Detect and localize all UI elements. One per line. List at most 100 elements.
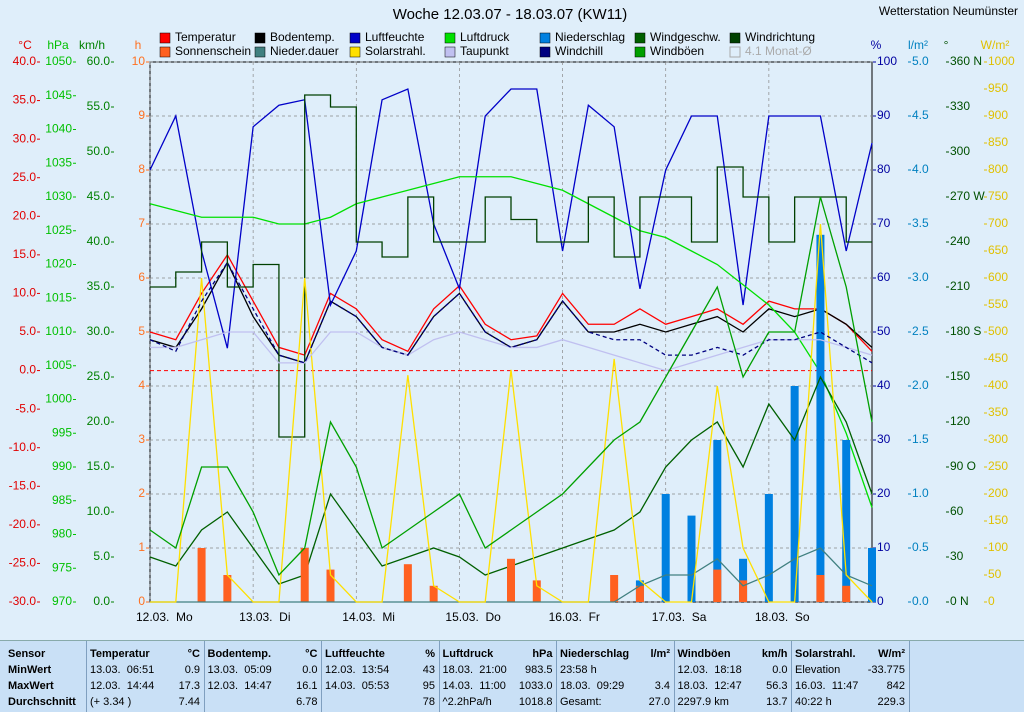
y-tick-label: 100 (877, 54, 897, 68)
table-cell: 12.03. 18:18 (677, 664, 742, 676)
y-tick-label: 0.0 (93, 594, 110, 608)
y-tick-label: 700 (988, 216, 1008, 230)
y-tick-label: -10.0 (9, 440, 37, 454)
y-tick-label: 985 (52, 493, 72, 507)
table-cell: °C (305, 648, 318, 660)
table-cell: Durchschnitt (8, 696, 76, 708)
legend-label: Windböen (650, 44, 704, 58)
y-tick-label: 1035 (45, 155, 72, 169)
y-tick-label: 3.0 (912, 270, 929, 284)
table-cell: 12.03. 13:54 (325, 664, 390, 676)
y-tick-label: 1010 (45, 324, 72, 338)
legend-swatch (444, 46, 456, 58)
stats-table: Sensor MinWert MaxWert Durchschnitt Temperat… (0, 640, 1024, 712)
table-cell: 13.03. 05:09 (207, 664, 272, 676)
y-tick-label: 0 (988, 594, 995, 608)
series-line (150, 223, 873, 603)
legend-label: Windchill (555, 44, 603, 58)
y-tick-label: 4.5 (912, 108, 929, 122)
y-tick-label: 1040 (45, 122, 72, 136)
bar (197, 548, 206, 602)
table-cell: 3.4 (654, 680, 670, 692)
y-tick-label: 55.0 (87, 99, 111, 113)
y-tick-label: -30.0 (9, 594, 37, 608)
y-tick-label: 9 (138, 108, 145, 122)
y-tick-label: 60.0 (87, 54, 111, 68)
y-tick-label: 50 (988, 567, 1002, 581)
bar (713, 569, 722, 602)
y-tick-label: 270 W (950, 189, 985, 203)
bar (816, 234, 825, 603)
x-tick-label: 13.03. Di (239, 610, 290, 624)
y-tick-label: 0 (877, 594, 884, 608)
y-tick-label: 5.0 (912, 54, 929, 68)
y-tick-label: 120 (950, 414, 970, 428)
table-cell: W/m² (878, 648, 905, 660)
legend-swatch (634, 46, 646, 58)
y-tick-label: 5.0 (19, 324, 36, 338)
y-tick-label: 40 (877, 378, 891, 392)
bar (868, 548, 876, 602)
y-tick-label: 200 (988, 486, 1008, 500)
y-tick-label: 350 (988, 405, 1008, 419)
table-cell: 1018.8 (518, 696, 553, 708)
legend-label: Luftfeuchte (365, 30, 425, 44)
y-tick-label: 2.0 (912, 378, 929, 392)
legend-label: Nieder.dauer (270, 44, 339, 58)
bar (326, 569, 335, 602)
table-cell: Gesamt: (560, 696, 602, 708)
legend-swatch (254, 32, 266, 44)
table-cell: 0.9 (184, 664, 200, 676)
y-tick-label: 70 (877, 216, 891, 230)
table-cell: 983.5 (524, 664, 553, 676)
column-separator (791, 641, 792, 712)
series-line (149, 176, 873, 508)
table-cell: 16.03. 11:47 (795, 680, 859, 692)
bar (687, 515, 696, 602)
table-cell: 14.03. 05:53 (325, 680, 390, 692)
series-line (150, 94, 872, 438)
y-tick-label: 20.0 (13, 208, 37, 222)
legend-label: Niederschlag (555, 30, 625, 44)
y-tick-label: 35.0 (87, 279, 111, 293)
legend-swatch (539, 32, 551, 44)
y-tick-label: 1015 (45, 290, 72, 304)
column-separator (908, 641, 910, 712)
legend-label: 4.1 Monat-Ø (745, 44, 812, 58)
table-cell: (+ 3.34 ) (90, 696, 132, 708)
legend-swatch (159, 46, 171, 58)
y-tick-label: 1.5 (912, 432, 929, 446)
table-cell: 18.03. 12:47 (677, 680, 742, 692)
y-tick-label: 5 (138, 324, 145, 338)
bar (610, 575, 619, 602)
table-cell: Temperatur (90, 648, 150, 660)
y-tick-label: 80 (877, 162, 891, 176)
column-separator (321, 641, 322, 712)
series-line (149, 253, 873, 356)
table-cell: MaxWert (8, 680, 54, 692)
bar (635, 585, 644, 602)
legend-label: Windrichtung (745, 30, 815, 44)
y-tick-label: 2.5 (912, 324, 929, 338)
y-tick-label: 1025 (45, 223, 72, 237)
column-separator (673, 641, 675, 712)
y-tick-label: 4.0 (912, 162, 929, 176)
bar (713, 440, 722, 602)
table-cell: 12.03. 14:47 (207, 680, 272, 692)
table-cell: 17.3 (178, 680, 200, 692)
column-separator (556, 641, 557, 712)
table-cell: Luftfeuchte (325, 648, 385, 660)
table-cell: 27.0 (648, 696, 670, 708)
axis-title: ° (944, 38, 949, 52)
y-tick-label: 30 (950, 549, 964, 563)
table-cell: 229.3 (877, 696, 905, 708)
column-separator (438, 641, 440, 712)
axis-title: % (871, 38, 882, 52)
bar (507, 558, 515, 602)
y-tick-label: 750 (988, 189, 1008, 203)
y-tick-label: 25.0 (13, 170, 37, 184)
table-cell: °C (187, 648, 200, 660)
y-tick-label: 0 N (950, 594, 969, 608)
column-separator (86, 641, 87, 712)
